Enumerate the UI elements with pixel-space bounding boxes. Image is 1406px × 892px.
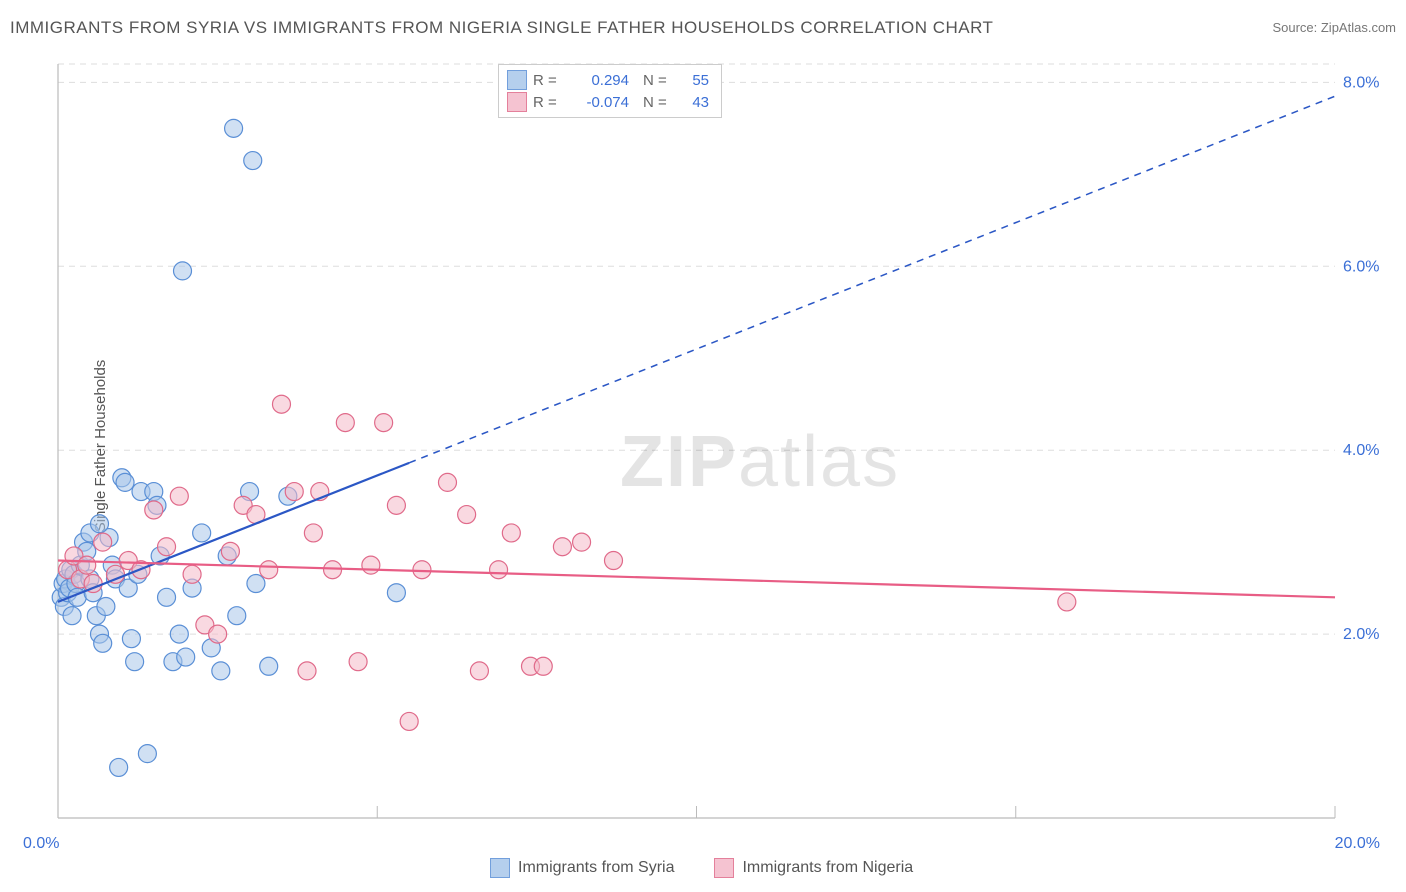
svg-text:2.0%: 2.0% <box>1343 626 1379 643</box>
chart-plot-area: ZIPatlas2.0%4.0%6.0%8.0%0.0%20.0% R =0.2… <box>50 56 1390 836</box>
legend-row-syria: R = 0.294 N = 55 <box>507 69 709 91</box>
legend-N-label: N = <box>643 72 669 89</box>
legend-swatch-icon <box>714 858 734 878</box>
legend-R-value: 0.294 <box>567 72 629 89</box>
svg-text:4.0%: 4.0% <box>1343 442 1379 459</box>
legend-N-value: 55 <box>675 72 709 89</box>
legend-R-label: R = <box>533 72 561 89</box>
series-legend-label: Immigrants from Syria <box>518 859 674 877</box>
legend-swatch-icon <box>507 70 527 90</box>
correlation-legend: R = 0.294 N = 55 R = -0.074 N = 43 <box>498 64 722 118</box>
legend-N-label: N = <box>643 94 669 111</box>
chart-title: IMMIGRANTS FROM SYRIA VS IMMIGRANTS FROM… <box>10 18 993 37</box>
svg-text:6.0%: 6.0% <box>1343 258 1379 275</box>
series-legend: Immigrants from Syria Immigrants from Nig… <box>490 858 913 878</box>
legend-swatch-icon <box>507 92 527 112</box>
series-legend-item-syria: Immigrants from Syria <box>490 858 674 878</box>
legend-R-label: R = <box>533 94 561 111</box>
series-legend-label: Immigrants from Nigeria <box>742 859 913 877</box>
svg-text:0.0%: 0.0% <box>23 835 59 852</box>
legend-N-value: 43 <box>675 94 709 111</box>
svg-text:20.0%: 20.0% <box>1335 835 1380 852</box>
legend-row-nigeria: R = -0.074 N = 43 <box>507 91 709 113</box>
chart-svg: ZIPatlas2.0%4.0%6.0%8.0%0.0%20.0% <box>50 56 1390 886</box>
svg-text:ZIPatlas: ZIPatlas <box>620 422 900 502</box>
svg-text:8.0%: 8.0% <box>1343 74 1379 91</box>
legend-R-value: -0.074 <box>567 94 629 111</box>
chart-header: IMMIGRANTS FROM SYRIA VS IMMIGRANTS FROM… <box>10 18 1396 46</box>
series-legend-item-nigeria: Immigrants from Nigeria <box>714 858 913 878</box>
legend-swatch-icon <box>490 858 510 878</box>
chart-source: Source: ZipAtlas.com <box>1272 20 1396 35</box>
